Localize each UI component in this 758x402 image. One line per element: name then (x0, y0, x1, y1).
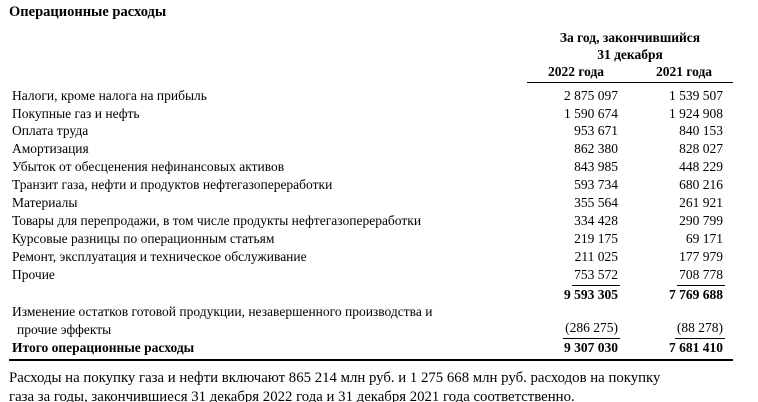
table-row: Убыток от обесценения нефинансовых актив… (9, 158, 733, 176)
value-2022: 355 564 (574, 195, 618, 211)
adjustment-2022: (286 275) (527, 319, 625, 340)
value-2022: 593 734 (574, 177, 618, 193)
subtotal-label-empty (9, 286, 527, 304)
page-title: Операционные расходы (9, 4, 167, 20)
expense-label: Амортизация (12, 141, 89, 157)
expense-label: Убыток от обесценения нефинансовых актив… (12, 159, 285, 175)
value-2022: 862 380 (574, 141, 618, 157)
total-2021: 7 681 410 (669, 340, 723, 356)
adjustment-2021: (88 278) (635, 319, 733, 340)
value-2021: 290 799 (679, 212, 723, 228)
footnote-line2: газа за годы, закончившиеся 31 декабря 2… (9, 388, 575, 402)
footnote: Расходы на покупку газа и нефти включают… (9, 369, 733, 402)
year-columns-header: 2022 года 2021 года (527, 63, 733, 80)
underlined-value: 753 572 (572, 266, 620, 286)
adjustment-row: Изменение остатков готовой продукции, не… (9, 303, 733, 340)
table-row: Товары для перепродажи, в том числе прод… (9, 212, 733, 230)
expense-label: Оплата труда (12, 123, 89, 139)
adjustment-label-line1: Изменение остатков готовой продукции, не… (12, 304, 433, 320)
value-2021: 1 924 908 (669, 105, 723, 121)
value-2021: 261 921 (679, 195, 723, 211)
table-row: Транзит газа, нефти и продуктов нефтегаз… (9, 176, 733, 194)
period-header-line2: 31 декабря (597, 47, 663, 63)
value-2022: 334 428 (574, 212, 618, 228)
table-row: Материалы 355 564 261 921 (9, 194, 733, 212)
value-2022: 1 590 674 (564, 105, 618, 121)
adjustment-label: Изменение остатков готовой продукции, не… (9, 303, 527, 339)
expense-label: Покупные газ и нефть (12, 105, 140, 121)
value-2022: 2 875 097 (564, 87, 618, 103)
underlined-value: (286 275) (563, 319, 620, 340)
table-row: Амортизация 862 380 828 027 (9, 140, 733, 158)
expense-label: Ремонт, эксплуатация и техническое обслу… (12, 248, 307, 264)
value-2021: 69 171 (685, 230, 723, 246)
value-2022: 753 572 (527, 266, 625, 286)
subtotal-2022: 9 593 305 (564, 286, 618, 302)
value-2021: 1 539 507 (669, 87, 723, 103)
expense-label: Прочие (12, 266, 55, 282)
value-2022: 211 025 (574, 248, 618, 264)
value-2021: 680 216 (679, 177, 723, 193)
total-rule (9, 359, 733, 362)
expenses-table: Налоги, кроме налога на прибыль 2 875 09… (9, 87, 733, 362)
period-header: За год, закончившийся 31 декабря 2022 го… (527, 29, 733, 83)
expense-label: Курсовые разницы по операционным статьям (12, 230, 275, 246)
underlined-value: 708 778 (677, 266, 725, 286)
adjustment-label-line2: прочие эффекты (17, 322, 112, 338)
table-row: Покупные газ и нефть 1 590 674 1 924 908 (9, 105, 733, 123)
total-2022: 9 307 030 (564, 340, 618, 356)
subtotal-row: 9 593 305 7 769 688 (9, 286, 733, 304)
column-header-2022: 2022 года (547, 64, 605, 80)
value-2021: 177 979 (679, 248, 723, 264)
table-row: Оплата труда 953 671 840 153 (9, 122, 733, 140)
total-label: Итого операционные расходы (12, 340, 195, 356)
period-header-line1: За год, закончившийся (559, 30, 701, 45)
value-2021: 828 027 (679, 141, 723, 157)
expense-label: Товары для перепродажи, в том числе прод… (12, 212, 422, 228)
expense-label: Налоги, кроме налога на прибыль (12, 87, 207, 103)
table-row: Налоги, кроме налога на прибыль 2 875 09… (9, 87, 733, 105)
subtotal-2021: 7 769 688 (669, 286, 723, 302)
expense-label: Материалы (12, 195, 78, 211)
table-row: Курсовые разницы по операционным статьям… (9, 230, 733, 248)
underlined-value: (88 278) (674, 319, 725, 340)
value-2022: 843 985 (574, 159, 618, 175)
value-2022: 219 175 (574, 230, 618, 246)
value-2022: 953 671 (574, 123, 618, 139)
column-header-2021: 2021 года (655, 64, 713, 80)
header-rule (527, 81, 733, 83)
total-row: Итого операционные расходы 9 307 030 7 6… (9, 339, 733, 357)
value-2021: 448 229 (679, 159, 723, 175)
value-2021: 708 778 (635, 266, 733, 286)
table-row: Ремонт, эксплуатация и техническое обслу… (9, 248, 733, 266)
table-row: Прочие 753 572 708 778 (9, 266, 733, 286)
footnote-line1: Расходы на покупку газа и нефти включают… (9, 370, 661, 387)
value-2021: 840 153 (679, 123, 723, 139)
expense-label: Транзит газа, нефти и продуктов нефтегаз… (12, 177, 333, 193)
